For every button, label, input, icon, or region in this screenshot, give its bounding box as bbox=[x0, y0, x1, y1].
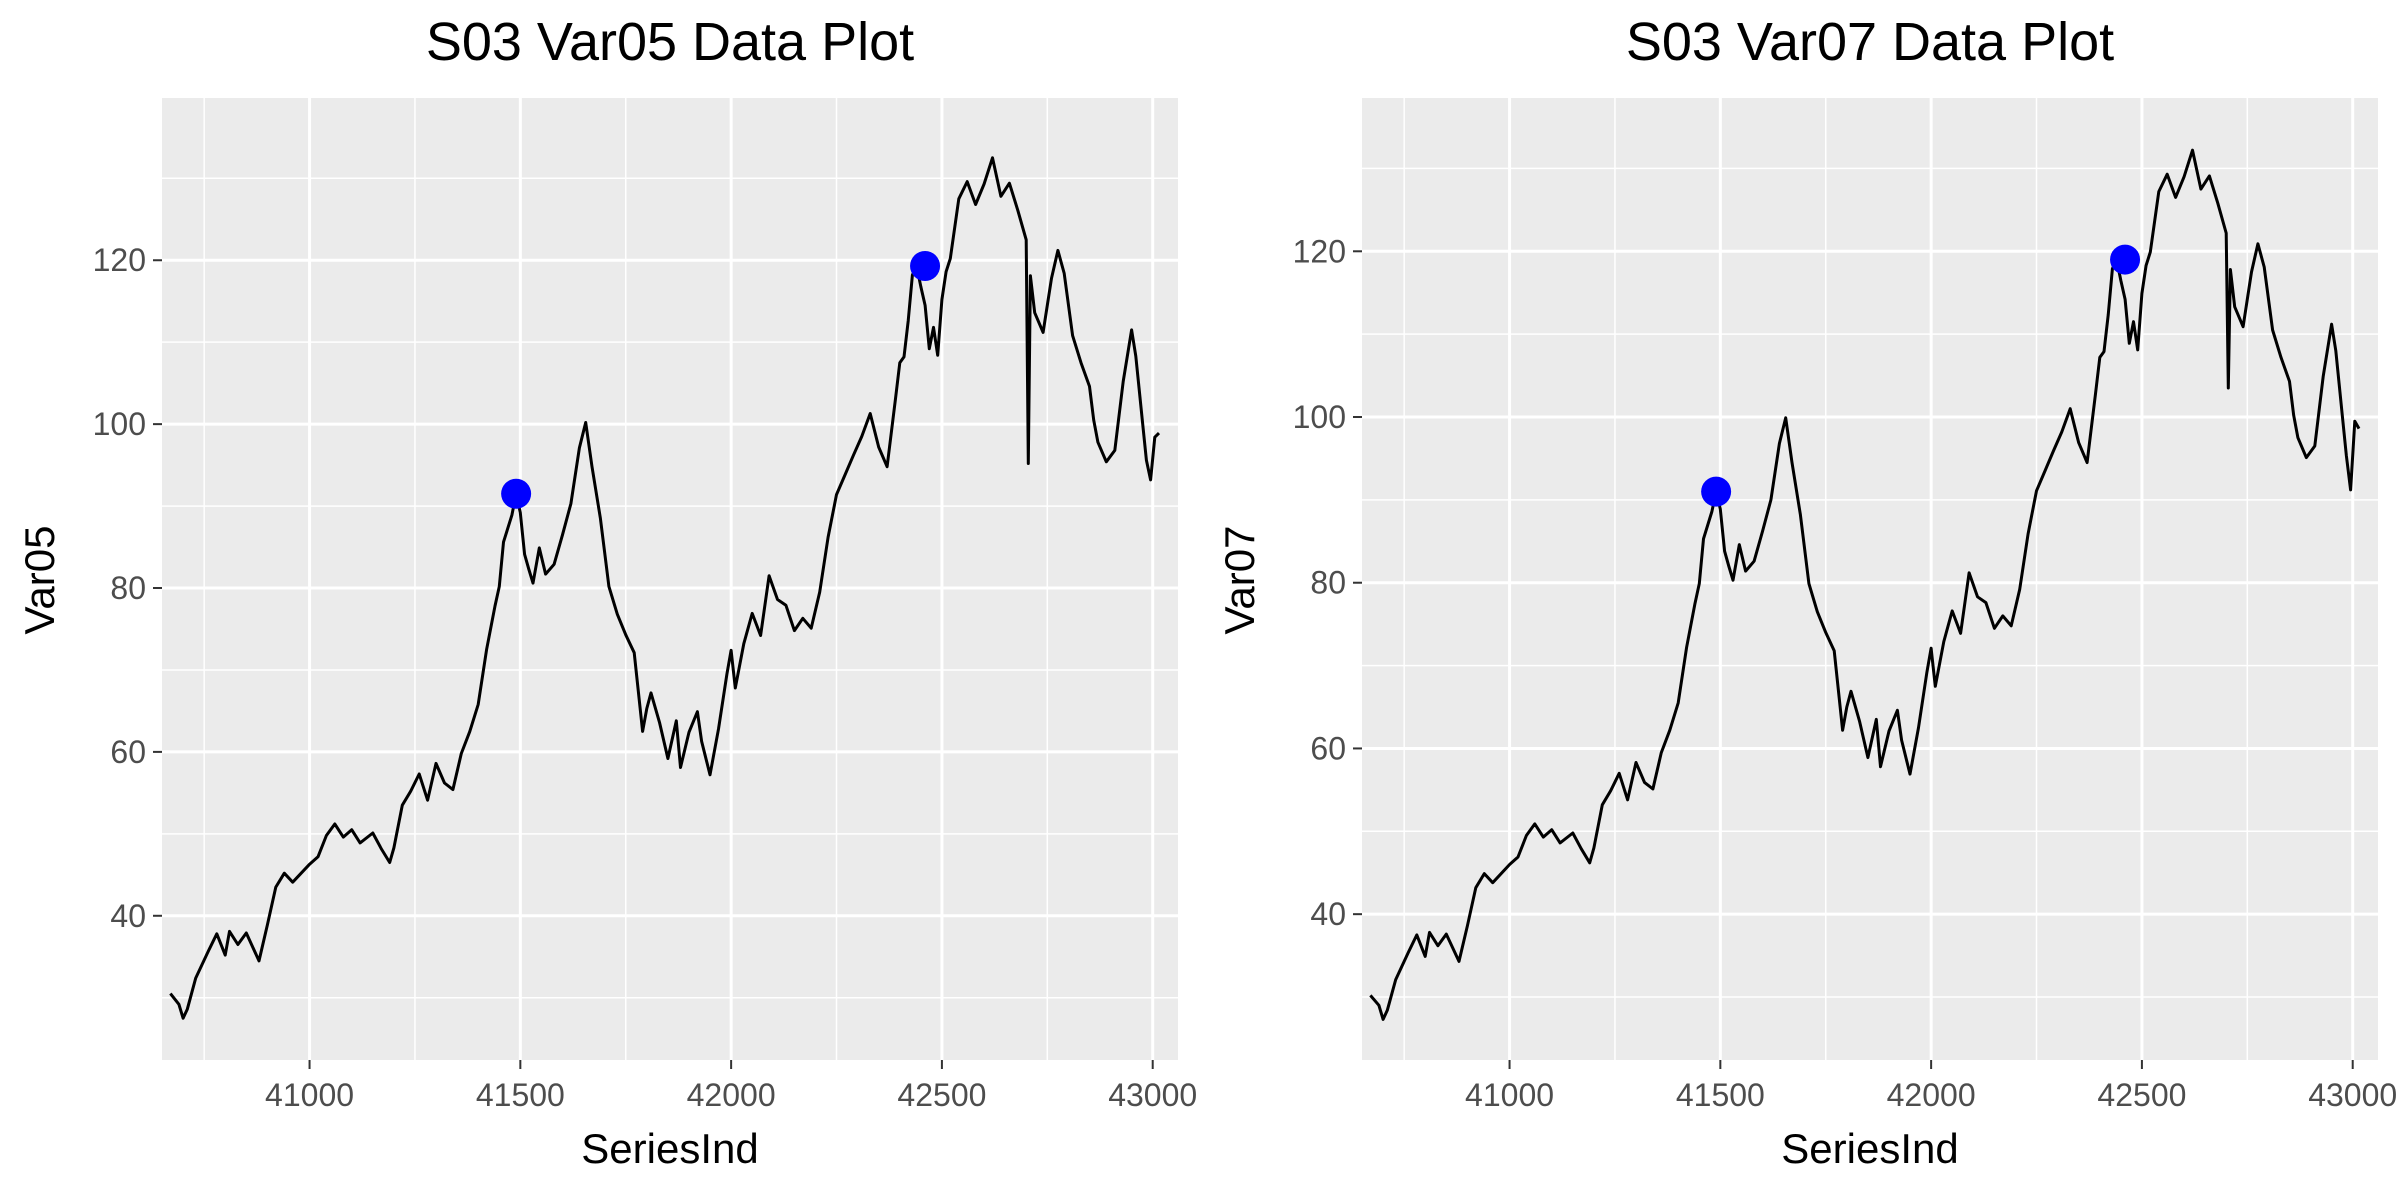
y-tick-label: 60 bbox=[1310, 730, 1346, 766]
plot-background bbox=[162, 98, 1178, 1060]
chart-title: S03 Var05 Data Plot bbox=[426, 12, 914, 72]
y-tick-label: 40 bbox=[1310, 896, 1346, 932]
x-tick-label: 42500 bbox=[2097, 1077, 2186, 1113]
var05-chart: 41000 41500 42000 42500 43000 40 60 80 100 120 S03… bbox=[16, 12, 1197, 1172]
var07-panel: 41000 41500 42000 42500 43000 40 60 80 100 120 S03… bbox=[1200, 0, 2400, 1200]
var05-panel: 41000 41500 42000 42500 43000 40 60 80 100 120 S03… bbox=[16, 12, 1197, 1172]
var07-chart: 41000 41500 42000 42500 43000 40 60 80 100 120 S03… bbox=[1216, 12, 2397, 1172]
x-tick-label: 41000 bbox=[1465, 1077, 1554, 1113]
plot-background bbox=[1362, 98, 2378, 1060]
y-tick-label: 100 bbox=[1293, 399, 1346, 435]
x-tick-label: 42000 bbox=[1887, 1077, 1976, 1113]
x-tick-label: 41500 bbox=[476, 1077, 565, 1113]
x-tick-label: 41000 bbox=[265, 1077, 354, 1113]
y-axis-label: Var07 bbox=[1216, 526, 1263, 635]
highlight-point bbox=[910, 250, 941, 281]
y-tick-label: 80 bbox=[110, 570, 146, 606]
y-tick-label: 80 bbox=[1310, 565, 1346, 601]
chart-title: S03 Var07 Data Plot bbox=[1626, 12, 2114, 72]
y-tick-label: 40 bbox=[110, 898, 146, 934]
x-tick-label: 43000 bbox=[1108, 1077, 1197, 1113]
y-axis-label: Var05 bbox=[16, 526, 63, 635]
y-tick-label: 120 bbox=[93, 242, 146, 278]
x-tick-label: 43000 bbox=[2308, 1077, 2397, 1113]
series-line bbox=[169, 156, 1161, 1020]
highlight-point bbox=[2110, 244, 2141, 275]
x-tick-label: 42000 bbox=[687, 1077, 776, 1113]
x-axis-label: SeriesInd bbox=[1781, 1125, 1958, 1172]
x-axis-label: SeriesInd bbox=[581, 1125, 758, 1172]
x-tick-label: 42500 bbox=[897, 1077, 986, 1113]
highlight-point bbox=[501, 478, 532, 509]
y-tick-label: 100 bbox=[93, 406, 146, 442]
y-tick-label: 60 bbox=[110, 734, 146, 770]
highlight-point bbox=[1701, 476, 1732, 507]
series-line bbox=[1369, 148, 2361, 1021]
y-tick-label: 120 bbox=[1293, 233, 1346, 269]
x-tick-label: 41500 bbox=[1676, 1077, 1765, 1113]
